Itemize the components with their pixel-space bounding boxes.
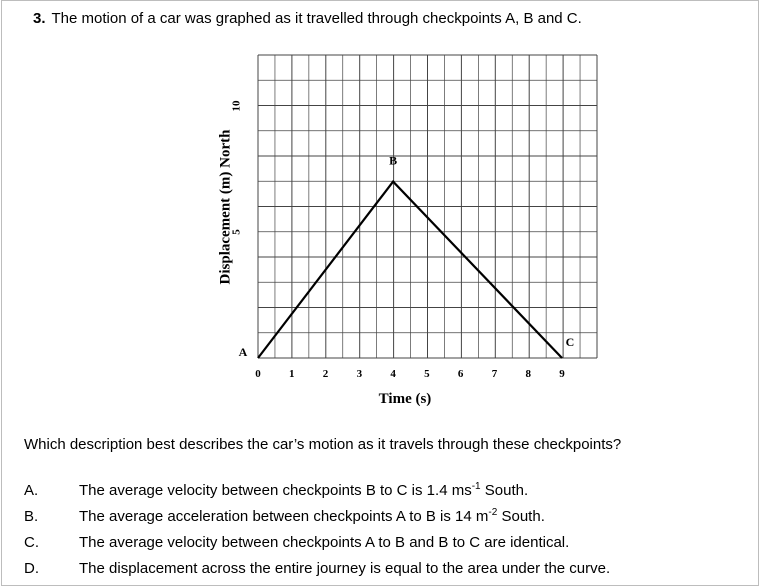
option-letter: C. <box>24 534 39 551</box>
x-tick-label: 0 <box>255 368 261 380</box>
x-axis-label: Time (s) <box>379 391 432 407</box>
option-text: The displacement across the entire journ… <box>79 560 611 577</box>
x-tick-label: 9 <box>559 368 565 380</box>
x-tick-label: 6 <box>458 368 464 380</box>
option-text: The average acceleration between checkpo… <box>79 507 545 526</box>
question-title: 3. The motion of a car was graphed as it … <box>33 10 582 27</box>
x-tick-label: 4 <box>390 368 396 380</box>
option-letter: A. <box>24 482 39 499</box>
option-letter: B. <box>24 508 39 525</box>
option-superscript: -2 <box>488 507 498 518</box>
question-title-text: The motion of a car was graphed as it tr… <box>51 10 582 27</box>
checkpoint-label-c: C <box>566 335 575 349</box>
y-tick-label: 10 <box>231 100 243 112</box>
x-tick-label: 8 <box>525 368 531 380</box>
option-letter: D. <box>24 560 39 577</box>
checkpoint-label-b: B <box>389 154 397 168</box>
y-tick-label: 5 <box>231 229 243 235</box>
checkpoint-label-a: A <box>239 345 248 359</box>
displacement-time-chart: 0 1 2 3 4 5 6 7 8 9 5 10 Time (s) Displacement (m) No… <box>217 54 598 407</box>
question-number: 3. <box>33 10 46 27</box>
option-text: The average velocity between checkpoints… <box>79 534 570 551</box>
option-superscript: -1 <box>471 481 481 492</box>
option-text: The average velocity between checkpoints… <box>79 481 529 500</box>
displacement-line <box>257 179 563 359</box>
y-axis-label: Displacement (m) North <box>217 129 233 285</box>
x-tick-label: 7 <box>492 368 498 380</box>
x-tick-label: 3 <box>357 368 363 380</box>
x-tick-label: 5 <box>424 368 430 380</box>
x-tick-label: 1 <box>289 368 295 380</box>
question-prompt: Which description best describes the car… <box>24 436 622 453</box>
x-tick-label: 2 <box>323 368 329 380</box>
